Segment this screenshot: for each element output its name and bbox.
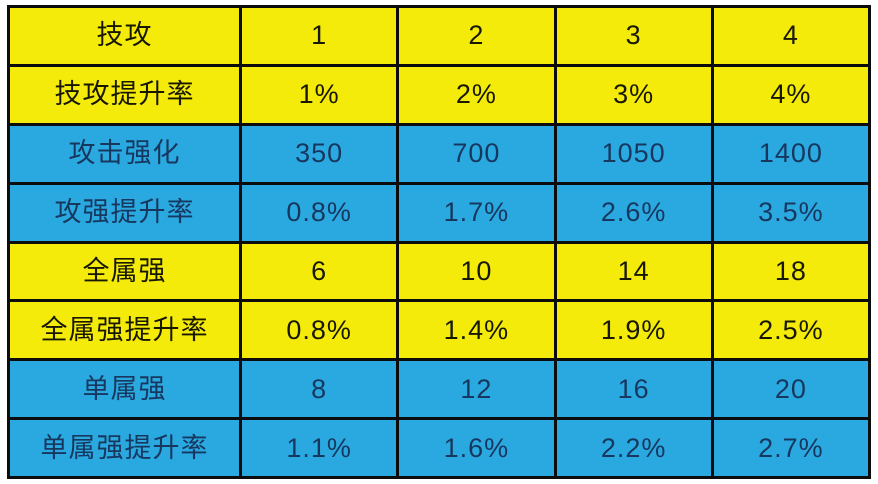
table-cell: 700 — [396, 122, 557, 185]
table-cell: 2.6% — [553, 181, 714, 244]
table-row: 全属强 6 10 14 18 — [7, 240, 872, 303]
table-row: 攻击强化 350 700 1050 1400 — [7, 122, 872, 185]
table-cell: 18 — [710, 240, 872, 303]
table-cell: 14 — [553, 240, 714, 303]
table-cell: 2 — [396, 5, 557, 67]
table-cell: 4% — [710, 63, 872, 126]
table-cell: 8 — [238, 358, 400, 421]
table-cell: 4 — [710, 5, 872, 67]
stat-table: 技攻 1 2 3 4 技攻提升率 1% 2% 3% 4% 攻击强化 350 70… — [7, 5, 872, 479]
table-row: 技攻提升率 1% 2% 3% 4% — [7, 63, 872, 126]
row-label: 单属强 — [7, 358, 242, 421]
table-cell: 1 — [238, 5, 400, 67]
table-cell: 1050 — [553, 122, 714, 185]
table-row: 单属强 8 12 16 20 — [7, 358, 872, 421]
table-cell: 12 — [396, 358, 557, 421]
table-cell: 0.8% — [238, 299, 400, 362]
table-cell: 20 — [710, 358, 872, 421]
table-row: 攻强提升率 0.8% 1.7% 2.6% 3.5% — [7, 181, 872, 244]
row-label: 技攻提升率 — [7, 63, 242, 126]
table-row: 技攻 1 2 3 4 — [7, 5, 872, 67]
row-label: 单属强提升率 — [7, 417, 242, 479]
table-cell: 0.8% — [238, 181, 400, 244]
table-row: 单属强提升率 1.1% 1.6% 2.2% 2.7% — [7, 417, 872, 479]
table-cell: 1400 — [710, 122, 872, 185]
row-label: 攻击强化 — [7, 122, 242, 185]
table-cell: 16 — [553, 358, 714, 421]
table-cell: 6 — [238, 240, 400, 303]
table-cell: 1.9% — [553, 299, 714, 362]
table-row: 全属强提升率 0.8% 1.4% 1.9% 2.5% — [7, 299, 872, 362]
table-cell: 3% — [553, 63, 714, 126]
table-cell: 3.5% — [710, 181, 872, 244]
table-cell: 1.7% — [396, 181, 557, 244]
table-cell: 2.2% — [553, 417, 714, 479]
table-cell: 1% — [238, 63, 400, 126]
table-cell: 1.1% — [238, 417, 400, 479]
row-label: 攻强提升率 — [7, 181, 242, 244]
table-cell: 2% — [396, 63, 557, 126]
table-cell: 350 — [238, 122, 400, 185]
row-label: 全属强提升率 — [7, 299, 242, 362]
table-cell: 1.4% — [396, 299, 557, 362]
table-cell: 2.7% — [710, 417, 872, 479]
table-cell: 10 — [396, 240, 557, 303]
row-label: 全属强 — [7, 240, 242, 303]
table-cell: 1.6% — [396, 417, 557, 479]
table-cell: 3 — [553, 5, 714, 67]
row-label: 技攻 — [7, 5, 242, 67]
table-cell: 2.5% — [710, 299, 872, 362]
